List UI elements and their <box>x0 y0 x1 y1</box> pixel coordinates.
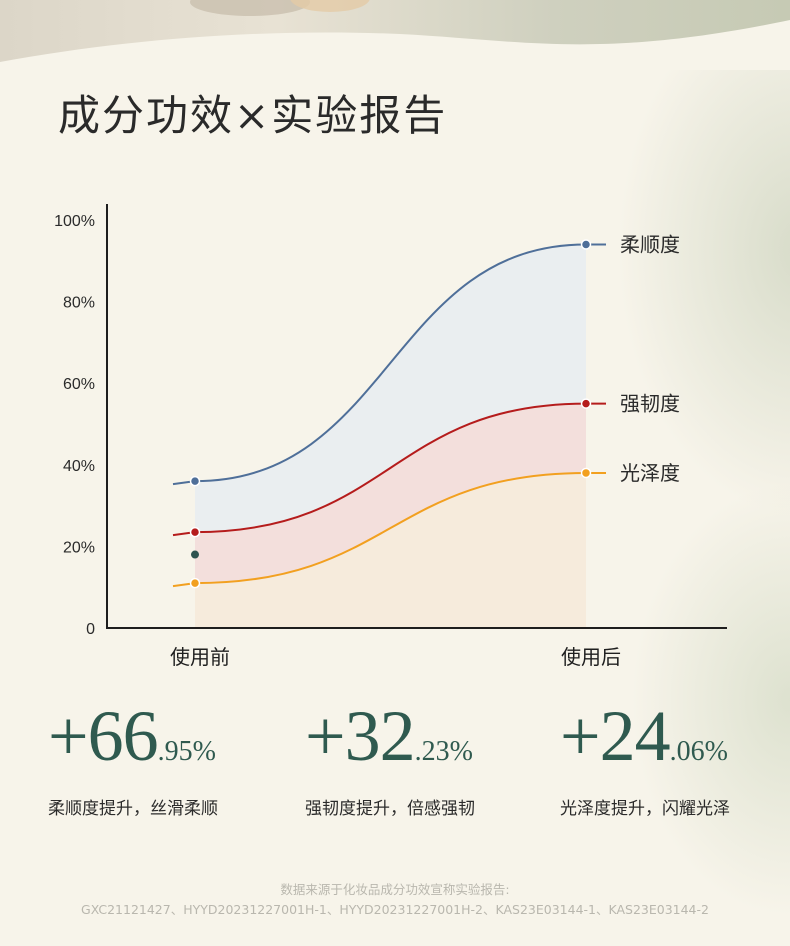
stat-strength-int: 32 <box>344 696 416 776</box>
stat-gloss: +24.06% 光泽度提升，闪耀光泽 <box>560 700 730 819</box>
stat-strength-dec: .23% <box>414 736 473 767</box>
series-line-0 <box>172 243 587 486</box>
stat-softness: +66.95% 柔顺度提升，丝滑柔顺 <box>48 700 218 819</box>
data-point <box>189 475 201 487</box>
y-tick-label: 20% <box>63 539 95 556</box>
x-category-label: 使用后 <box>561 645 621 669</box>
y-tick-label: 40% <box>63 458 95 475</box>
chart-areas <box>195 244 586 629</box>
y-tick-label: 100% <box>54 213 95 230</box>
data-point <box>189 577 201 589</box>
x-category-label: 使用前 <box>170 645 230 669</box>
y-tick-label: 0 <box>86 621 95 638</box>
top-banner-photo <box>0 0 790 70</box>
extra-data-point <box>191 550 199 559</box>
stat-gloss-plus: + <box>560 696 601 776</box>
chart-axes <box>106 204 727 629</box>
footer-source-line1: 数据来源于化妆品成分功效宣称实验报告: <box>280 882 510 897</box>
chart-lines <box>172 243 606 588</box>
data-point <box>580 467 592 479</box>
stat-gloss-desc: 光泽度提升，闪耀光泽 <box>560 799 730 819</box>
stat-strength-plus: + <box>305 696 346 776</box>
y-tick-label: 80% <box>63 295 95 312</box>
stat-softness-plus: + <box>48 696 89 776</box>
chart-points <box>189 239 592 589</box>
stat-softness-int: 66 <box>87 696 159 776</box>
data-point <box>580 398 592 409</box>
area-2 <box>195 472 586 628</box>
stat-softness-dec: .95% <box>157 736 216 767</box>
stat-gloss-int: 24 <box>599 696 671 776</box>
series-line-1 <box>172 402 587 537</box>
stat-strength: +32.23% 强韧度提升，倍感强韧 <box>305 700 475 819</box>
footer-source-line2: GXC21121427、HYYD20231227001H-1、HYYD20231… <box>81 902 709 917</box>
series-label: 强韧度 <box>620 392 680 416</box>
series-label: 光泽度 <box>620 461 680 485</box>
y-tick-label: 60% <box>63 376 95 393</box>
series-label: 柔顺度 <box>620 232 680 256</box>
stat-strength-desc: 强韧度提升，倍感强韧 <box>305 799 475 819</box>
stat-softness-desc: 柔顺度提升，丝滑柔顺 <box>48 799 218 819</box>
series-line-2 <box>172 471 587 588</box>
stat-gloss-dec: .06% <box>669 736 728 767</box>
page-title: 成分功效×实验报告 <box>58 91 448 140</box>
data-point <box>189 526 201 538</box>
data-point <box>580 239 592 250</box>
